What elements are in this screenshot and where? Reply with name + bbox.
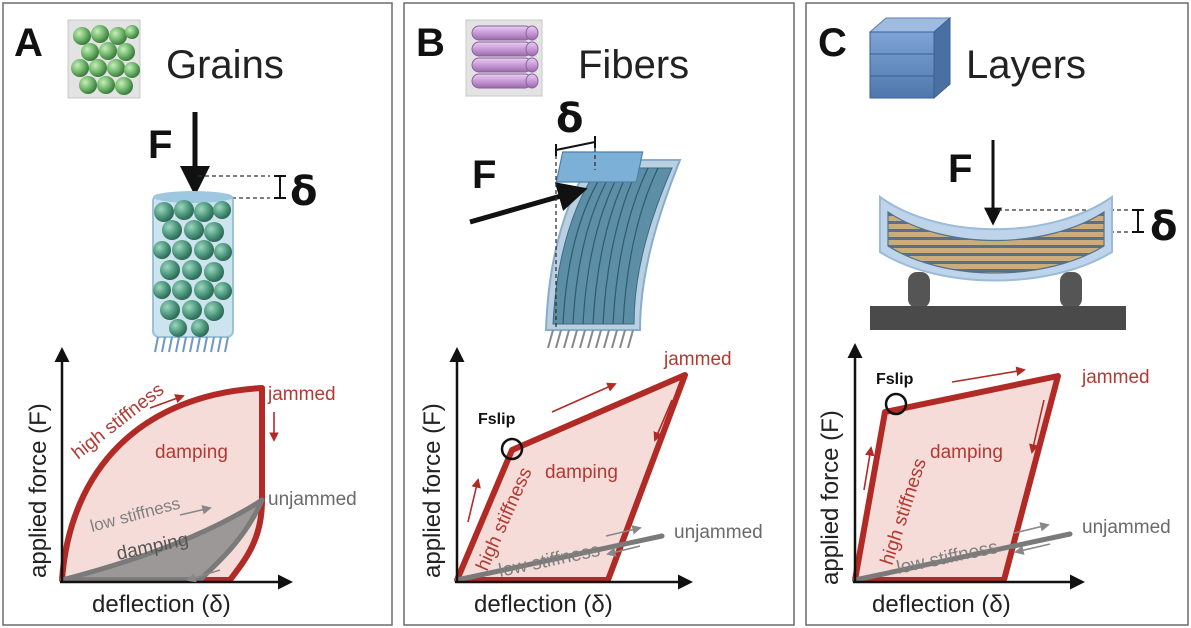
panel-c-jammed-label: jammed [1081, 367, 1150, 388]
panel-c-unload-arrow [1029, 399, 1045, 454]
panel-b: B Fibers [403, 2, 795, 626]
layers-cube-icon [868, 16, 952, 100]
panel-c-letter: C [818, 21, 847, 65]
panel-a-gray-unload-arrow [186, 569, 221, 583]
panel-b-title: Fibers [578, 43, 689, 87]
panel-b-xlabel: deflection (δ) [474, 591, 613, 618]
panel-b-letter: B [416, 21, 445, 65]
panel-a-plot: deflection (δ) applied force (F) jammed … [25, 347, 357, 618]
panel-c-slip-arrow [951, 366, 1026, 383]
panel-b-unjammed-line [454, 533, 665, 583]
panel-b-fslip-label: Fslip [478, 411, 516, 428]
panel-c-delta-bracket [1132, 209, 1144, 233]
panel-a-unjammed-label: unjammed [268, 489, 357, 510]
panel-a-damping-red-label: damping [155, 442, 228, 463]
panel-c-load-arrow [863, 446, 875, 491]
panel-b-delta-label: δ [556, 96, 583, 142]
panel-b-delta-bracket [555, 136, 596, 156]
panel-b-gray-load-arrow [605, 525, 642, 537]
panel-c-damping-label: damping [930, 442, 1003, 463]
panel-a: A Grains F [2, 2, 393, 626]
panel-c-delta-label: δ [1150, 204, 1177, 250]
panel-a-delta-bracket [274, 175, 286, 199]
panel-a-frame [2, 2, 393, 626]
panel-c-unjammed-line [852, 531, 1073, 583]
panel-c-plot: Fslip deflection (δ) applied force (F) j… [817, 343, 1171, 618]
panel-b-jammed-label: jammed [663, 349, 732, 370]
panel-a-jammed-label: jammed [267, 384, 336, 405]
layered-beam-icon [870, 195, 1126, 330]
panel-a-force-label: F [148, 123, 172, 167]
panel-c-jammed-loop [852, 373, 1061, 583]
panel-c-frame [805, 2, 1189, 626]
panel-c-gray-unload-arrow [1014, 543, 1051, 555]
panel-c-xlabel: deflection (δ) [872, 591, 1011, 618]
panel-a-xlabel: deflection (δ) [92, 591, 231, 618]
panel-a-load-arrow [149, 394, 185, 409]
panel-b-force-label: F [472, 153, 496, 197]
panel-c-fslip-marker [884, 392, 908, 416]
panel-c-gray-load-arrow [1013, 522, 1050, 534]
panel-b-unjammed-label: unjammed [674, 522, 763, 543]
panel-a-letter: A [14, 21, 43, 65]
panel-c-ylabel: applied force (F) [817, 410, 844, 585]
grain-column-icon [152, 191, 234, 353]
fiber-beam-icon [544, 151, 682, 349]
panel-b-plot: Fslip deflection (δ) applied force (F) j… [419, 347, 763, 618]
panel-b-slip-arrow [551, 382, 617, 413]
panel-b-unload-arrow [653, 399, 673, 442]
panel-b-load-arrow [467, 478, 481, 523]
panel-c-unjammed-label: unjammed [1082, 517, 1171, 538]
grains-cube-icon [67, 19, 141, 99]
panel-a-ylabel: applied force (F) [25, 403, 52, 578]
panel-b-damping-label: damping [545, 462, 618, 483]
panel-c: C Layers F δ [805, 2, 1189, 626]
panel-b-ylabel: applied force (F) [419, 403, 446, 578]
panel-a-title: Grains [166, 43, 284, 87]
panel-b-force-arrow [469, 182, 588, 225]
panel-a-gray-load-arrow [179, 505, 212, 516]
panel-a-unjammed-loop [59, 497, 265, 583]
panel-b-frame [403, 2, 795, 626]
panel-b-fslip-marker [500, 437, 524, 461]
fibers-cube-icon [465, 19, 543, 97]
panel-c-fslip-label: Fslip [876, 371, 914, 388]
panel-a-delta-label: δ [290, 169, 317, 215]
panel-b-jammed-loop [454, 372, 688, 583]
panel-c-title: Layers [966, 43, 1086, 87]
panel-b-gray-unload-arrow [606, 545, 641, 557]
panel-c-force-label: F [948, 147, 972, 191]
